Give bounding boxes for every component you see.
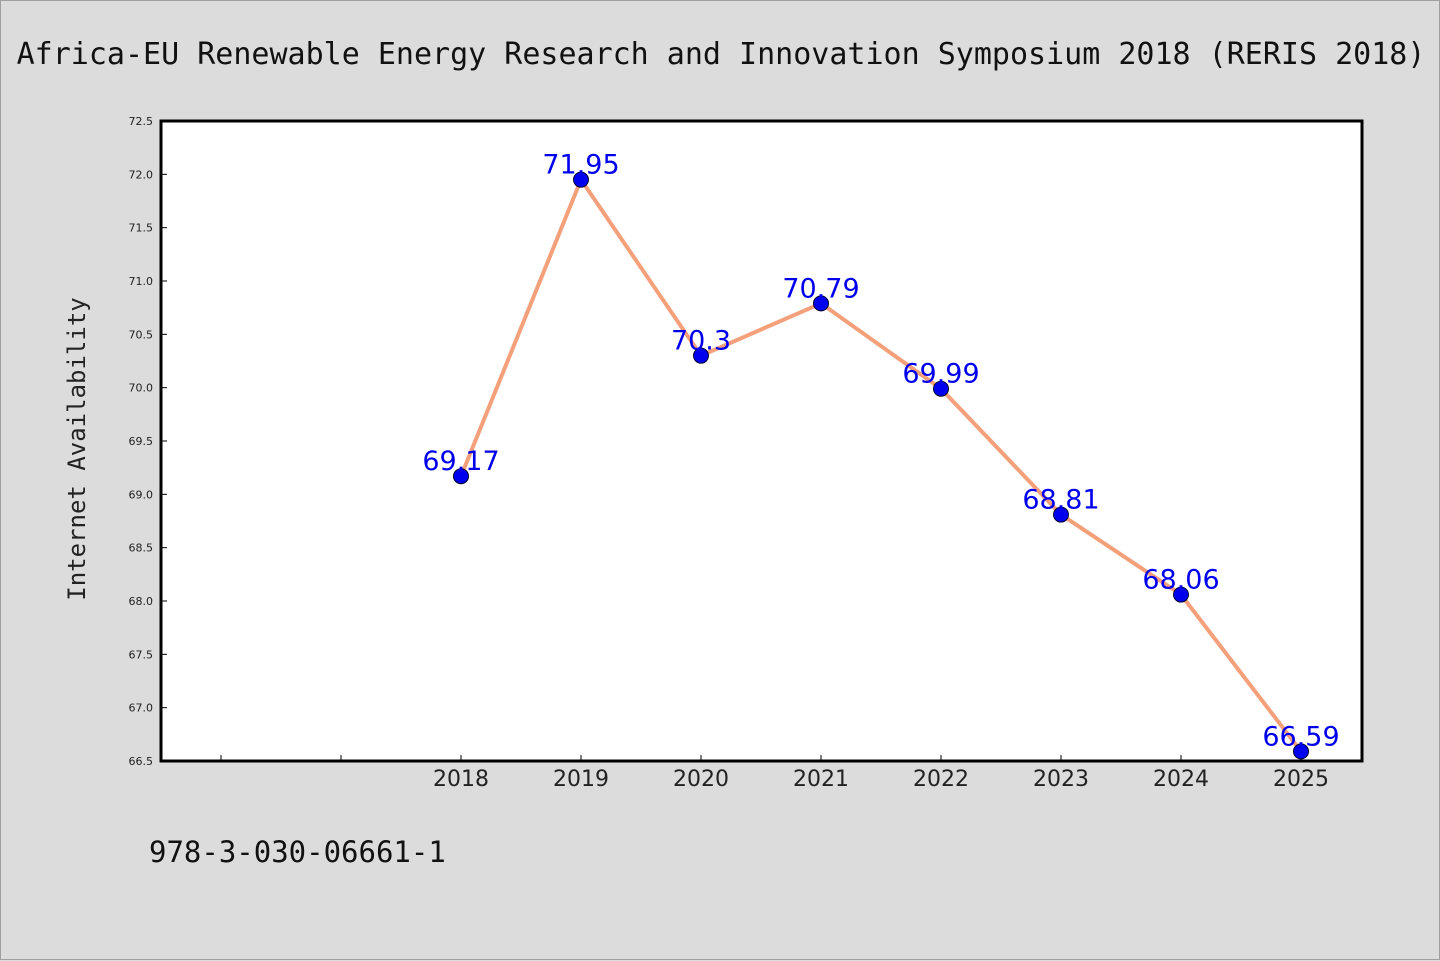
data-points bbox=[453, 171, 1309, 760]
x-tick-label: 2018 bbox=[433, 767, 489, 792]
x-tick-label: 2023 bbox=[1033, 767, 1089, 792]
footer-code: 978-3-030-06661-1 bbox=[149, 835, 446, 869]
data-point-marker bbox=[813, 295, 829, 312]
data-point-marker bbox=[1173, 586, 1189, 603]
y-tick-label: 69.5 bbox=[129, 435, 154, 448]
y-tick-label: 67.5 bbox=[129, 648, 154, 661]
x-tick-label: 2025 bbox=[1273, 767, 1329, 792]
y-tick-label: 72.0 bbox=[129, 168, 154, 181]
y-tick-label: 68.5 bbox=[129, 542, 154, 555]
data-label: 71.95 bbox=[542, 150, 619, 181]
x-tick-label: 2021 bbox=[793, 767, 849, 792]
chart-title: Africa-EU Renewable Energy Research and … bbox=[16, 37, 1426, 72]
x-axis: 2018 2019 2020 2021 2022 2023 2024 2025 bbox=[220, 755, 1329, 792]
series-line bbox=[459, 177, 1303, 753]
x-tick-label: 2022 bbox=[913, 767, 969, 792]
x-tick-label: 2024 bbox=[1153, 767, 1209, 792]
y-tick-label: 71.5 bbox=[129, 222, 154, 235]
data-point-marker bbox=[933, 380, 949, 397]
y-tick-label: 70.0 bbox=[129, 382, 154, 395]
y-tick-label: 68.0 bbox=[129, 595, 154, 608]
data-label: 68.81 bbox=[1022, 485, 1099, 516]
data-point-marker bbox=[1293, 743, 1309, 760]
x-tick-label: 2019 bbox=[553, 767, 609, 792]
data-point-marker bbox=[1053, 506, 1069, 523]
plot-area bbox=[161, 121, 1362, 761]
data-point-marker bbox=[573, 171, 589, 188]
data-label: 69.99 bbox=[902, 359, 979, 390]
y-tick-label: 69.0 bbox=[129, 488, 154, 501]
plot-frame bbox=[159, 119, 1364, 763]
y-axis: 66.5 67.0 67.5 68.0 68.5 69.0 69.5 70.0 70.5 71.0… bbox=[129, 115, 167, 768]
data-point-marker bbox=[453, 468, 469, 485]
data-label: 70.79 bbox=[782, 273, 859, 304]
y-tick-label: 66.5 bbox=[129, 755, 154, 768]
y-tick-label: 71.0 bbox=[129, 275, 154, 288]
data-label: 70.3 bbox=[671, 326, 731, 357]
data-label: 66.59 bbox=[1262, 721, 1339, 752]
data-point-marker bbox=[693, 347, 709, 364]
data-label: 68.06 bbox=[1142, 565, 1219, 596]
y-tick-label: 67.0 bbox=[129, 702, 154, 715]
x-tick-label: 2020 bbox=[673, 767, 729, 792]
y-tick-label: 70.5 bbox=[129, 328, 154, 341]
y-tick-label: 72.5 bbox=[129, 115, 154, 128]
y-axis-label: Internet Availability bbox=[63, 297, 91, 600]
data-label: 69.17 bbox=[422, 446, 499, 477]
data-labels: 69.17 71.95 70.3 70.79 69.99 68.81 68.06 66.59 bbox=[422, 150, 1339, 753]
